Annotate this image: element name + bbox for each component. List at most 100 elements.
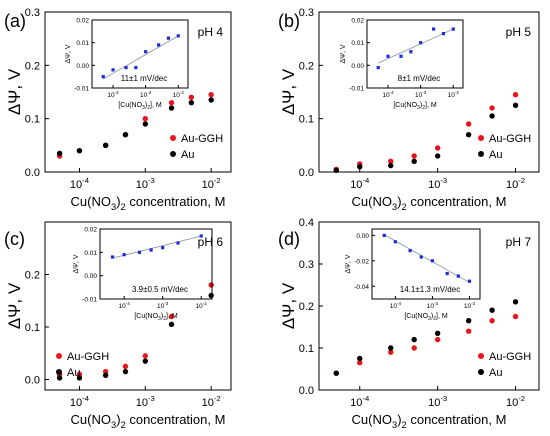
- inset-x-tick-label: 10-3: [427, 301, 439, 310]
- x-tick-label-base: 10: [506, 397, 518, 409]
- inset-x-label-part-2: ): [431, 313, 433, 320]
- y-tick-label: 0.2: [299, 301, 314, 313]
- au-ggh-point: [434, 145, 441, 151]
- inset-y-tick-label: 0.01: [351, 40, 364, 47]
- inset-point: [430, 259, 435, 263]
- panel-letter: (b): [278, 11, 300, 31]
- x-axis-label-part-1: 3: [392, 202, 397, 212]
- au-point: [76, 375, 83, 381]
- x-tick-label-base: 10: [428, 179, 440, 191]
- au-point: [388, 162, 394, 169]
- au-ggh-point: [512, 313, 519, 320]
- inset-y-tick-label: -0.01: [349, 86, 364, 93]
- inset-x-label-part-0: [Cu(NO: [118, 102, 142, 109]
- y-axis-label: ΔΨ, V: [5, 68, 24, 115]
- inset-y-tick-label: 0.00: [351, 63, 364, 70]
- x-axis-label: Cu(NO3)2 concentration, M: [71, 194, 226, 212]
- ph-annotation: pH 4: [198, 25, 224, 39]
- legend-marker: [478, 151, 484, 157]
- y-tick-label: 0.0: [299, 385, 314, 397]
- x-tick-label-base: 10: [136, 397, 148, 409]
- panel-3: 0.00.10.210-4 10-3 10-2(c) pH 6ΔΨ, VCu(NO3)…: [4, 221, 232, 430]
- ph-annotation: pH 6: [198, 235, 224, 249]
- inset-point: [441, 32, 446, 36]
- legend-marker: [478, 369, 484, 375]
- y-tick-label: 0.0: [25, 167, 40, 179]
- inset-x-label-part-0: [Cu(NO: [134, 313, 158, 320]
- inset-fit-line: [378, 28, 454, 64]
- x-tick-label: 10-4: [350, 394, 370, 409]
- au-point: [76, 147, 83, 154]
- au-ggh-point: [208, 282, 214, 288]
- x-tick-label-exp: -4: [362, 394, 370, 403]
- x-axis-label-part-0: Cu(NO: [352, 194, 392, 209]
- x-axis-label-part-2: ): [116, 194, 120, 209]
- au-point: [122, 368, 129, 375]
- inset-x-tick-label: 10-3: [140, 90, 152, 99]
- au-point: [434, 330, 441, 336]
- legend-entry: Au: [489, 367, 502, 379]
- y-axis-label: ΔΨ, V: [279, 282, 298, 329]
- au-ggh-point: [434, 336, 441, 343]
- inset-point: [176, 241, 180, 245]
- x-tick-label-base: 10: [202, 179, 214, 191]
- inset-x-tick-label-base: 10: [140, 92, 148, 99]
- x-axis-label-part-3: 2: [402, 420, 407, 430]
- x-tick-label: 10-4: [350, 176, 370, 191]
- inset-x-tick-label-base: 10: [390, 303, 398, 310]
- au-ggh-point: [411, 345, 417, 351]
- au-point: [465, 131, 472, 138]
- inset-x-tick-label-base: 10: [448, 92, 456, 99]
- inset-x-label-part-1: 3: [428, 316, 431, 322]
- y-tick-label: 0.1: [299, 114, 314, 126]
- panel-4: 0.00.10.20.30.410-4 10-3 10-2(d) pH 7ΔΨ, VC…: [278, 217, 540, 430]
- x-tick-label: 10-3: [136, 394, 155, 409]
- inset-slope-label: 11±1 mV/dec: [121, 74, 168, 83]
- au-point: [434, 153, 441, 159]
- x-axis-label-part-3: 2: [402, 202, 407, 212]
- x-tick-label-base: 10: [506, 179, 518, 191]
- au-point: [489, 113, 495, 119]
- au-ggh-point: [208, 91, 214, 98]
- inset-x-tick-label-exp: -2: [180, 90, 185, 95]
- y-tick-label: 0.1: [25, 322, 40, 334]
- inset-x-label: [Cu(NO3)2], M: [393, 102, 437, 111]
- plot-frame: [44, 11, 232, 173]
- x-tick-label: 10-2: [506, 176, 525, 191]
- inset-x-tick-label-base: 10: [427, 303, 435, 310]
- x-tick-label: 10-2: [202, 394, 221, 409]
- inset-x-label-part-0: [Cu(NO: [393, 102, 417, 109]
- inset-y-tick-label: 0.02: [84, 227, 97, 234]
- au-point: [411, 158, 417, 165]
- inset-x-tick-label-exp: -3: [164, 301, 169, 306]
- inset-x-tick-label-exp: -3: [434, 301, 439, 306]
- y-tick-label: 0.0: [25, 375, 40, 387]
- inset-point: [445, 271, 449, 276]
- x-tick-label-exp: -4: [82, 176, 90, 185]
- au-ggh-point: [357, 360, 363, 366]
- x-axis-label-part-0: Cu(NO: [352, 412, 392, 427]
- au-point: [333, 167, 339, 174]
- legend-marker: [56, 353, 62, 359]
- inset-point: [122, 253, 126, 257]
- au-ggh-point: [465, 121, 472, 127]
- y-tick-label: 0.1: [25, 114, 40, 126]
- inset-point: [467, 279, 472, 283]
- inset-x-tick-label-exp: -2: [203, 301, 208, 306]
- inset-y-label: ΔΨ, V: [345, 254, 352, 273]
- x-tick-label-exp: -4: [82, 394, 90, 403]
- inset-point: [144, 50, 148, 54]
- au-point: [333, 370, 339, 376]
- inset-y-tick-label: 0.02: [76, 18, 89, 25]
- inset-x-tick-label-exp: -4: [397, 301, 402, 306]
- y-axis-label: ΔΨ, V: [5, 282, 24, 329]
- inset-point: [382, 233, 386, 237]
- inset-fit-line: [103, 35, 179, 80]
- inset-x-tick-label: 10-2: [196, 301, 208, 310]
- inset-y-tick-label: 0.00: [84, 273, 97, 280]
- legend-entry: Au: [67, 367, 80, 379]
- legend-entry: Au: [489, 149, 502, 161]
